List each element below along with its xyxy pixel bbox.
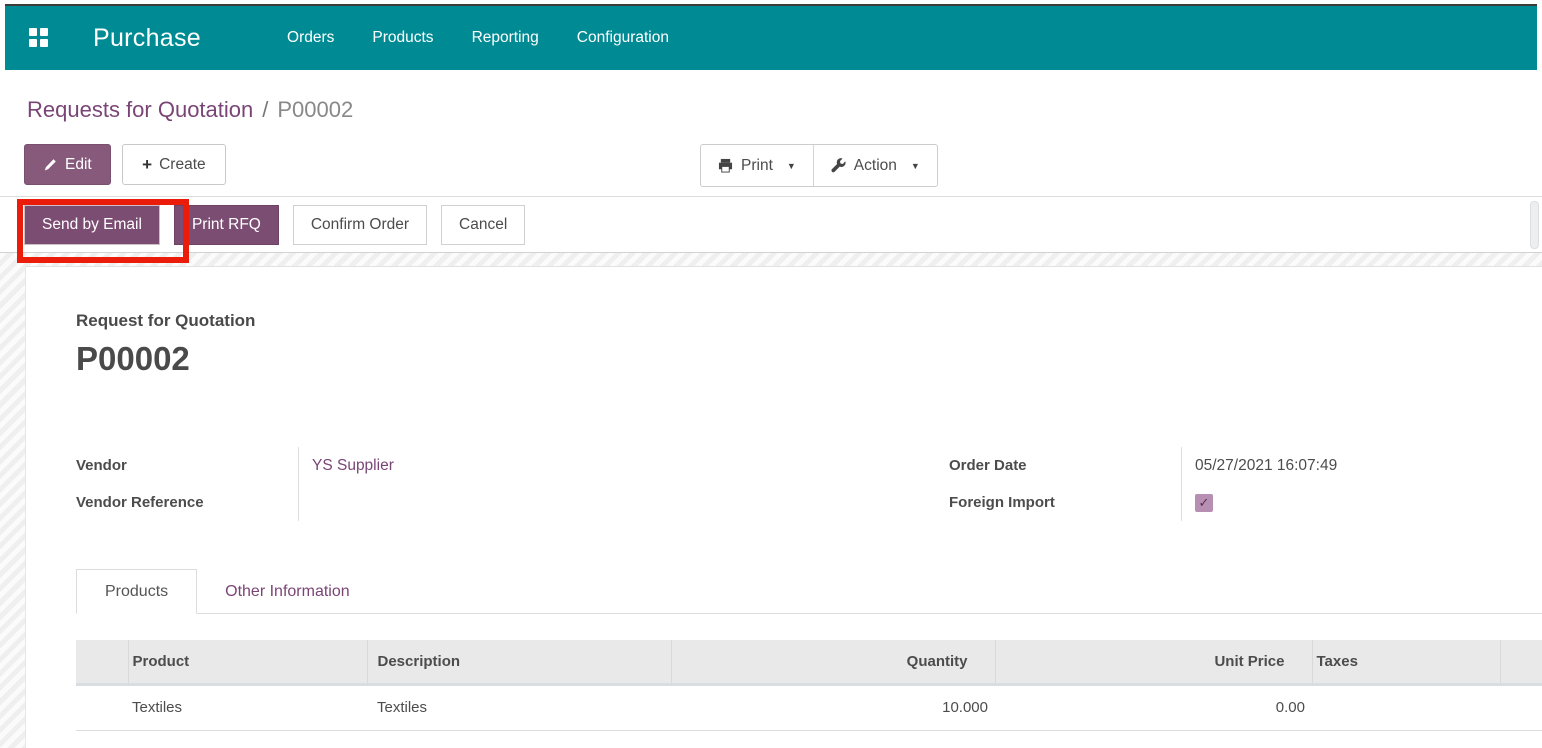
field-row-vendor-reference: Vendor Reference [76, 484, 949, 521]
field-group-left: Vendor YS Supplier Vendor Reference [76, 447, 949, 521]
order-lines-table: Product Description Quantity Unit Price … [76, 640, 1542, 731]
breadcrumb-current: P00002 [277, 97, 354, 122]
print-button-label: Print [741, 156, 773, 174]
toolbar: Edit + Create Print ▼ Action ▼ [24, 144, 1542, 187]
foreign-import-label: Foreign Import [949, 494, 1055, 511]
create-button[interactable]: + Create [122, 144, 226, 185]
statusbar: Send by Email Print RFQ Confirm Order Ca… [0, 196, 1542, 263]
vendor-reference-value [298, 484, 949, 521]
cell-description: Textiles [367, 684, 671, 731]
form-sheet: Request for Quotation P00002 Vendor YS S… [25, 266, 1542, 748]
create-button-label: Create [159, 155, 206, 173]
cell-quantity: 10.000 [671, 684, 995, 731]
menu-item-orders[interactable]: Orders [287, 29, 335, 46]
vendor-value-link[interactable]: YS Supplier [312, 456, 394, 474]
notebook-tabs: Products Other Information [76, 569, 1542, 614]
table-row[interactable]: Textiles Textiles 10.000 0.00 [76, 684, 1542, 731]
main-menu: Orders Products Reporting Configuration [287, 29, 669, 47]
action-dropdown-button[interactable]: Action ▼ [812, 145, 937, 186]
edit-button-label: Edit [65, 155, 92, 173]
form-view-background: Request for Quotation P00002 Vendor YS S… [0, 253, 1542, 748]
header-description: Description [367, 640, 672, 686]
cell-unit-price: 0.00 [995, 684, 1312, 731]
cell-taxes [1312, 684, 1500, 731]
cell-product: Textiles [128, 684, 367, 731]
plus-icon: + [142, 154, 153, 174]
vendor-label: Vendor [76, 457, 127, 474]
field-groups: Vendor YS Supplier Vendor Reference Orde… [76, 447, 1542, 521]
foreign-import-checkbox[interactable]: ✓ [1195, 493, 1213, 512]
record-title: P00002 [76, 340, 190, 377]
menu-item-reporting[interactable]: Reporting [471, 29, 539, 46]
app-brand[interactable]: Purchase [93, 23, 202, 52]
field-group-right: Order Date 05/27/2021 16:07:49 Foreign I… [949, 447, 1542, 521]
tab-products[interactable]: Products [76, 569, 198, 614]
header-quantity: Quantity [671, 640, 996, 686]
field-row-vendor: Vendor YS Supplier [76, 447, 949, 484]
breadcrumb: Requests for Quotation / P00002 [27, 95, 1542, 125]
printer-icon [718, 158, 733, 173]
record-type-label: Request for Quotation [76, 311, 256, 330]
header-unit-price: Unit Price [995, 640, 1313, 686]
send-by-email-button[interactable]: Send by Email [24, 204, 160, 245]
header-taxes: Taxes [1312, 640, 1501, 686]
checkmark-icon: ✓ [1198, 495, 1210, 510]
cell-extra [1500, 684, 1542, 731]
header-product: Product [128, 640, 368, 686]
wrench-icon [831, 158, 846, 173]
apps-menu-icon[interactable] [29, 28, 49, 48]
print-dropdown-button[interactable]: Print ▼ [701, 145, 813, 186]
action-button-label: Action [853, 156, 897, 174]
pencil-icon [44, 158, 56, 170]
header-extra [1500, 640, 1542, 686]
tab-other-information[interactable]: Other Information [225, 582, 350, 600]
breadcrumb-parent-link[interactable]: Requests for Quotation [27, 97, 254, 122]
print-action-group: Print ▼ Action ▼ [700, 144, 938, 187]
top-navbar: Purchase Orders Products Reporting Confi… [5, 4, 1537, 70]
menu-item-configuration[interactable]: Configuration [576, 29, 669, 46]
confirm-order-button[interactable]: Confirm Order [292, 204, 428, 245]
cancel-button[interactable]: Cancel [441, 204, 526, 245]
field-row-order-date: Order Date 05/27/2021 16:07:49 [949, 447, 1542, 484]
header-handle [76, 640, 129, 686]
field-row-foreign-import: Foreign Import ✓ [949, 484, 1542, 521]
print-rfq-button[interactable]: Print RFQ [173, 204, 279, 245]
table-header-row: Product Description Quantity Unit Price … [76, 640, 1542, 686]
vendor-reference-label: Vendor Reference [76, 494, 204, 511]
menu-item-products[interactable]: Products [372, 29, 434, 46]
scrollbar-thumb[interactable] [1530, 201, 1539, 249]
order-date-label: Order Date [949, 457, 1027, 474]
edit-button[interactable]: Edit [24, 144, 111, 185]
breadcrumb-separator: / [262, 97, 269, 122]
caret-down-icon: ▼ [910, 160, 920, 171]
cell-handle [76, 684, 128, 731]
order-date-value: 05/27/2021 16:07:49 [1181, 447, 1542, 484]
caret-down-icon: ▼ [786, 160, 796, 171]
